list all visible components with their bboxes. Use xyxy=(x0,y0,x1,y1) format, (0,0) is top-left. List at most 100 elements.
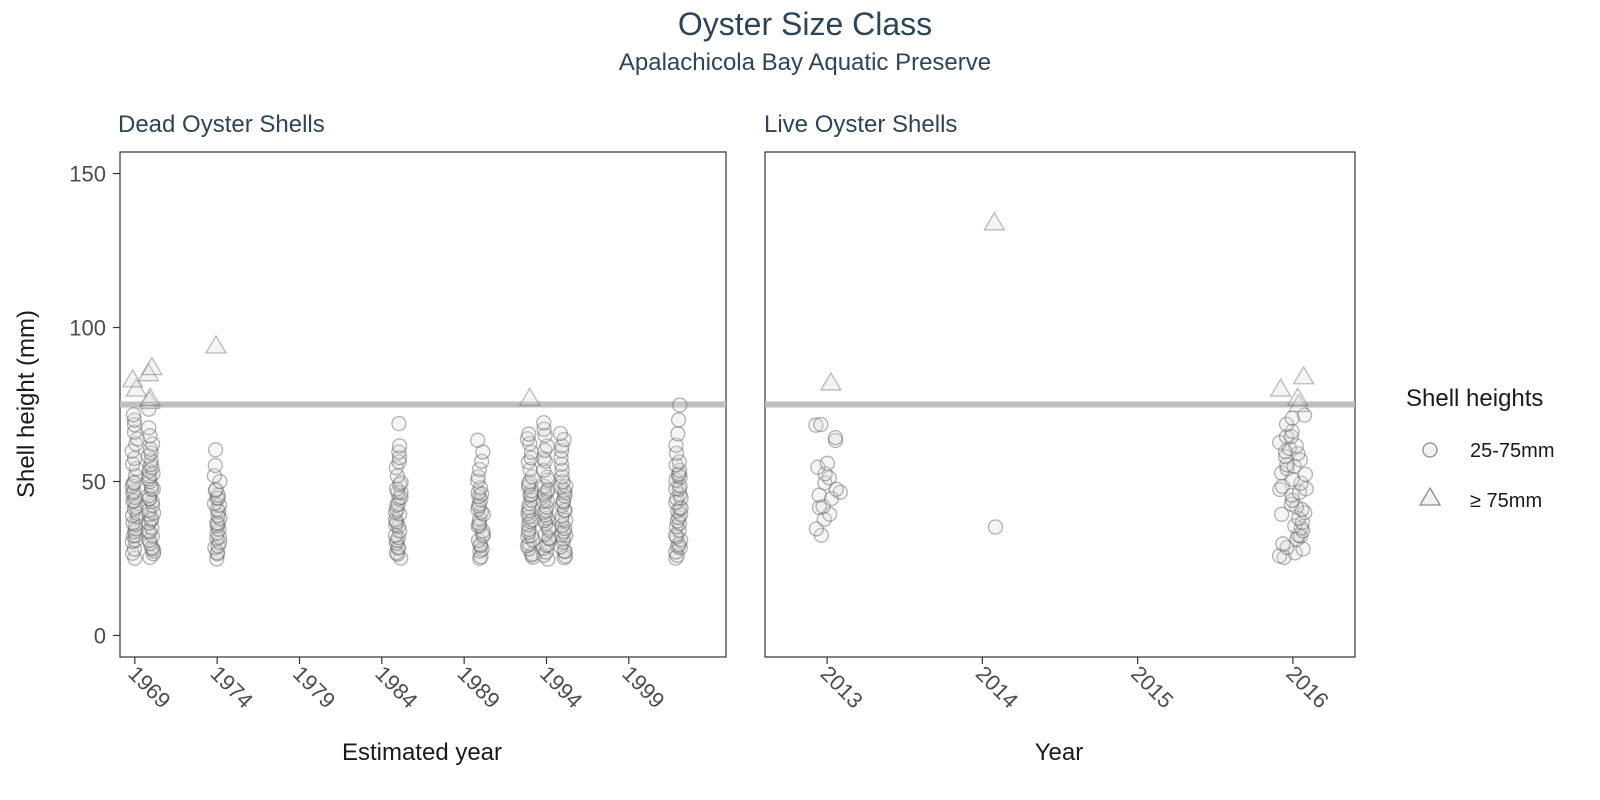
data-point-circle xyxy=(1272,481,1288,498)
data-point-circle xyxy=(556,431,572,448)
data-point-circle xyxy=(142,428,158,444)
data-point-circle xyxy=(143,540,160,556)
data-point-circle xyxy=(1283,428,1299,445)
data-point-circle xyxy=(127,550,143,566)
data-point-circle xyxy=(145,546,162,562)
data-point-circle xyxy=(141,487,157,504)
data-point-circle xyxy=(391,540,407,556)
y-tick-label: 50 xyxy=(82,469,106,494)
data-point-circle xyxy=(126,493,143,509)
data-point-circle xyxy=(145,505,162,521)
data-point-circle xyxy=(671,509,687,526)
data-point-circle xyxy=(537,427,553,444)
data-point-circle xyxy=(390,518,407,534)
data-point-circle xyxy=(521,521,537,537)
data-point-circle xyxy=(523,486,539,502)
data-point-circle xyxy=(669,513,686,529)
data-point-circle xyxy=(554,517,570,534)
data-point-circle xyxy=(211,534,228,551)
data-point-circle xyxy=(672,486,688,503)
data-point-circle xyxy=(141,532,158,549)
data-point-circle xyxy=(521,541,537,557)
data-point-circle xyxy=(141,515,157,531)
data-point-circle xyxy=(819,455,836,471)
data-point-circle xyxy=(129,509,146,525)
data-point-circle xyxy=(553,527,570,543)
x-tick-label: 2015 xyxy=(1126,661,1178,713)
data-point-circle xyxy=(669,529,685,545)
data-point-circle xyxy=(673,532,689,548)
data-point-circle xyxy=(144,494,160,510)
data-point-circle xyxy=(141,490,157,507)
data-point-triangle xyxy=(140,356,164,376)
panel-title-dead: Dead Oyster Shells xyxy=(118,111,325,138)
data-point-circle xyxy=(541,522,557,538)
data-point-circle xyxy=(128,436,144,452)
data-point-circle xyxy=(672,469,688,485)
data-point-circle xyxy=(554,438,570,454)
x-axis-label-live: Year xyxy=(1035,739,1084,766)
data-point-circle xyxy=(127,489,143,506)
data-point-circle xyxy=(125,493,141,509)
data-point-circle xyxy=(142,468,158,484)
data-point-circle xyxy=(127,516,143,533)
data-point-circle xyxy=(209,525,225,541)
data-point-circle xyxy=(670,412,687,428)
data-point-circle xyxy=(391,490,407,507)
data-point-circle xyxy=(144,497,161,514)
data-point-circle xyxy=(127,532,144,548)
data-point-circle xyxy=(210,515,226,532)
x-tick-label: 1989 xyxy=(453,661,505,713)
data-point-circle xyxy=(668,527,684,543)
data-point-circle xyxy=(141,420,157,436)
data-point-circle xyxy=(209,530,225,546)
y-tick-label: 100 xyxy=(69,316,106,341)
data-point-circle xyxy=(668,472,684,488)
data-point-circle xyxy=(817,475,833,491)
data-point-circle xyxy=(538,499,555,515)
data-point-circle xyxy=(536,547,552,564)
data-point-circle xyxy=(393,474,409,490)
data-point-circle xyxy=(987,519,1004,535)
data-point-circle xyxy=(669,490,685,507)
data-point-circle xyxy=(668,494,684,511)
data-point-circle xyxy=(811,487,827,503)
data-point-circle xyxy=(668,550,684,566)
data-point-circle xyxy=(211,529,228,545)
data-point-circle xyxy=(211,497,228,513)
data-point-circle xyxy=(475,444,491,460)
data-point-circle xyxy=(1284,492,1301,508)
data-point-circle xyxy=(668,445,685,461)
data-point-circle xyxy=(525,531,541,548)
data-point-circle xyxy=(125,456,141,472)
data-point-circle xyxy=(473,504,489,520)
x-tick-label: 1979 xyxy=(288,661,340,713)
data-point-circle xyxy=(472,543,488,559)
data-point-circle xyxy=(537,442,553,459)
data-point-circle xyxy=(388,459,404,476)
data-point-circle xyxy=(142,491,158,507)
data-point-circle xyxy=(1272,434,1288,451)
data-point-circle xyxy=(808,521,825,537)
data-point-circle xyxy=(538,544,554,560)
data-point-circle xyxy=(390,540,406,556)
data-point-circle xyxy=(668,518,685,535)
data-point-circle xyxy=(141,463,157,479)
data-point-circle xyxy=(472,550,488,566)
data-point-circle xyxy=(1279,461,1295,477)
data-point-circle xyxy=(144,459,160,476)
y-axis-ticks: 0 50 100 150 xyxy=(69,162,120,648)
data-point-circle xyxy=(1277,449,1294,465)
data-point-circle xyxy=(556,482,572,499)
data-point-circle xyxy=(557,520,573,536)
data-point-circle xyxy=(536,512,553,529)
data-point-circle xyxy=(473,549,489,565)
data-point-circle xyxy=(1295,523,1311,539)
data-point-circle xyxy=(126,474,143,491)
data-point-circle xyxy=(521,536,537,552)
data-point-circle xyxy=(387,527,404,544)
data-point-circle xyxy=(555,474,571,490)
data-point-circle xyxy=(472,536,488,553)
data-point-circle xyxy=(1293,520,1309,536)
data-point-circle xyxy=(391,415,407,432)
